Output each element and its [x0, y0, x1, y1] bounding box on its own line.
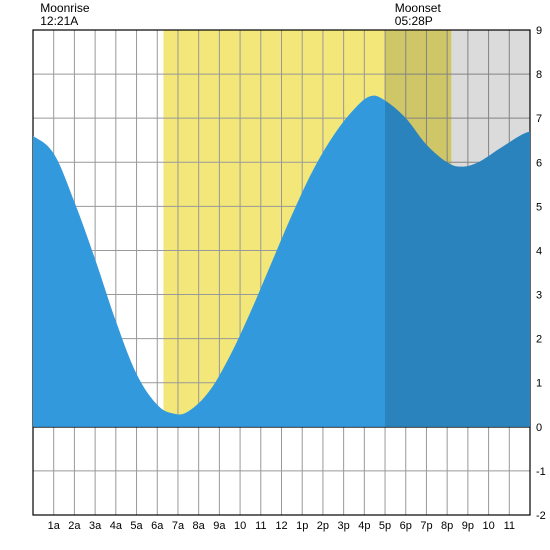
y-tick-label: 8 — [536, 69, 542, 81]
x-tick-label: 9a — [213, 520, 226, 532]
y-tick-label: 1 — [536, 378, 542, 390]
evening-shade — [385, 30, 530, 427]
x-tick-label: 7a — [172, 520, 185, 532]
x-tick-label: 2a — [68, 520, 81, 532]
x-tick-label: 4a — [110, 520, 123, 532]
x-tick-label: 8a — [193, 520, 206, 532]
moonrise-time: 12:21A — [40, 14, 78, 28]
x-tick-label: 3a — [89, 520, 102, 532]
y-tick-label: 4 — [536, 245, 542, 257]
x-tick-label: 1p — [296, 520, 308, 532]
y-tick-label: 9 — [536, 25, 542, 37]
tide-chart: 1a2a3a4a5a6a7a8a9a1011121p2p3p4p5p6p7p8p… — [0, 0, 550, 550]
x-tick-label: 10 — [482, 520, 494, 532]
moonset-time: 05:28P — [395, 14, 433, 28]
x-tick-label: 1a — [48, 520, 61, 532]
y-tick-label: 7 — [536, 113, 542, 125]
y-tick-label: -2 — [536, 510, 546, 522]
chart-svg: 1a2a3a4a5a6a7a8a9a1011121p2p3p4p5p6p7p8p… — [0, 0, 550, 550]
x-tick-label: 7p — [420, 520, 432, 532]
x-tick-label: 5a — [130, 520, 143, 532]
x-tick-label: 4p — [358, 520, 370, 532]
x-tick-label: 9p — [462, 520, 474, 532]
y-tick-label: 5 — [536, 201, 542, 213]
x-tick-label: 11 — [255, 520, 266, 532]
x-tick-label: 6p — [400, 520, 412, 532]
y-tick-label: 3 — [536, 290, 542, 302]
y-tick-label: 2 — [536, 334, 542, 346]
x-tick-label: 5p — [379, 520, 391, 532]
x-tick-label: 11 — [504, 520, 515, 532]
y-tick-label: 6 — [536, 157, 542, 169]
x-tick-label: 10 — [234, 520, 246, 532]
y-tick-label: -1 — [536, 466, 546, 478]
moonset-label: Moonset — [395, 1, 442, 15]
x-tick-label: 3p — [338, 520, 350, 532]
moonrise-label: Moonrise — [40, 1, 90, 15]
x-tick-label: 12 — [275, 520, 287, 532]
y-tick-label: 0 — [536, 422, 542, 434]
x-tick-label: 8p — [441, 520, 453, 532]
x-tick-label: 2p — [317, 520, 329, 532]
x-tick-label: 6a — [151, 520, 164, 532]
